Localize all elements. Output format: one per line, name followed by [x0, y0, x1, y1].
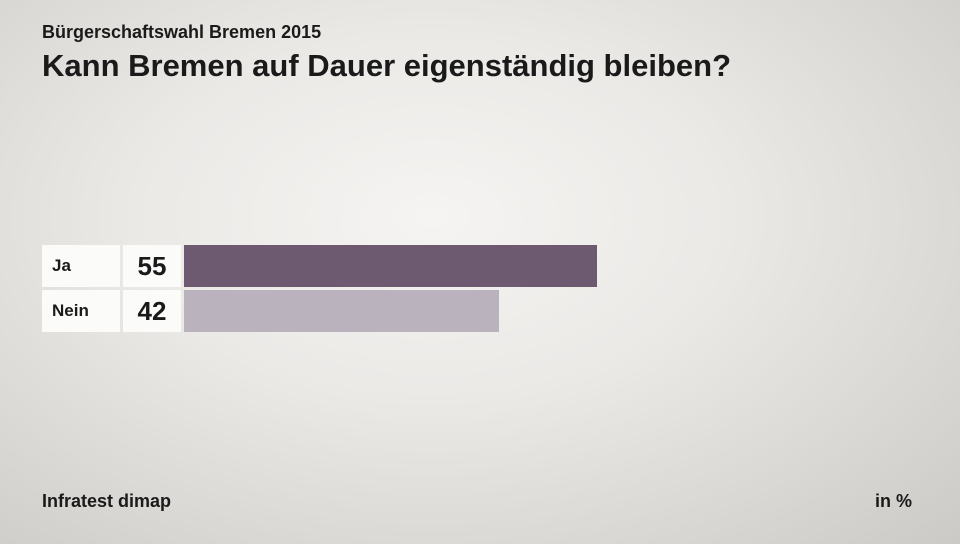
bar-chart: Ja55Nein42 — [42, 245, 597, 335]
chart-title: Kann Bremen auf Dauer eigenständig bleib… — [42, 48, 731, 84]
bar-row: Ja55 — [42, 245, 597, 287]
unit-label: in % — [875, 491, 912, 512]
bar-label: Ja — [42, 245, 120, 287]
chart-subtitle: Bürgerschaftswahl Bremen 2015 — [42, 22, 321, 43]
bar-value: 55 — [123, 245, 181, 287]
bar-fill — [184, 290, 499, 332]
bar-label: Nein — [42, 290, 120, 332]
bar-value: 42 — [123, 290, 181, 332]
bar-row: Nein42 — [42, 290, 597, 332]
bar-fill — [184, 245, 597, 287]
source-label: Infratest dimap — [42, 491, 171, 512]
